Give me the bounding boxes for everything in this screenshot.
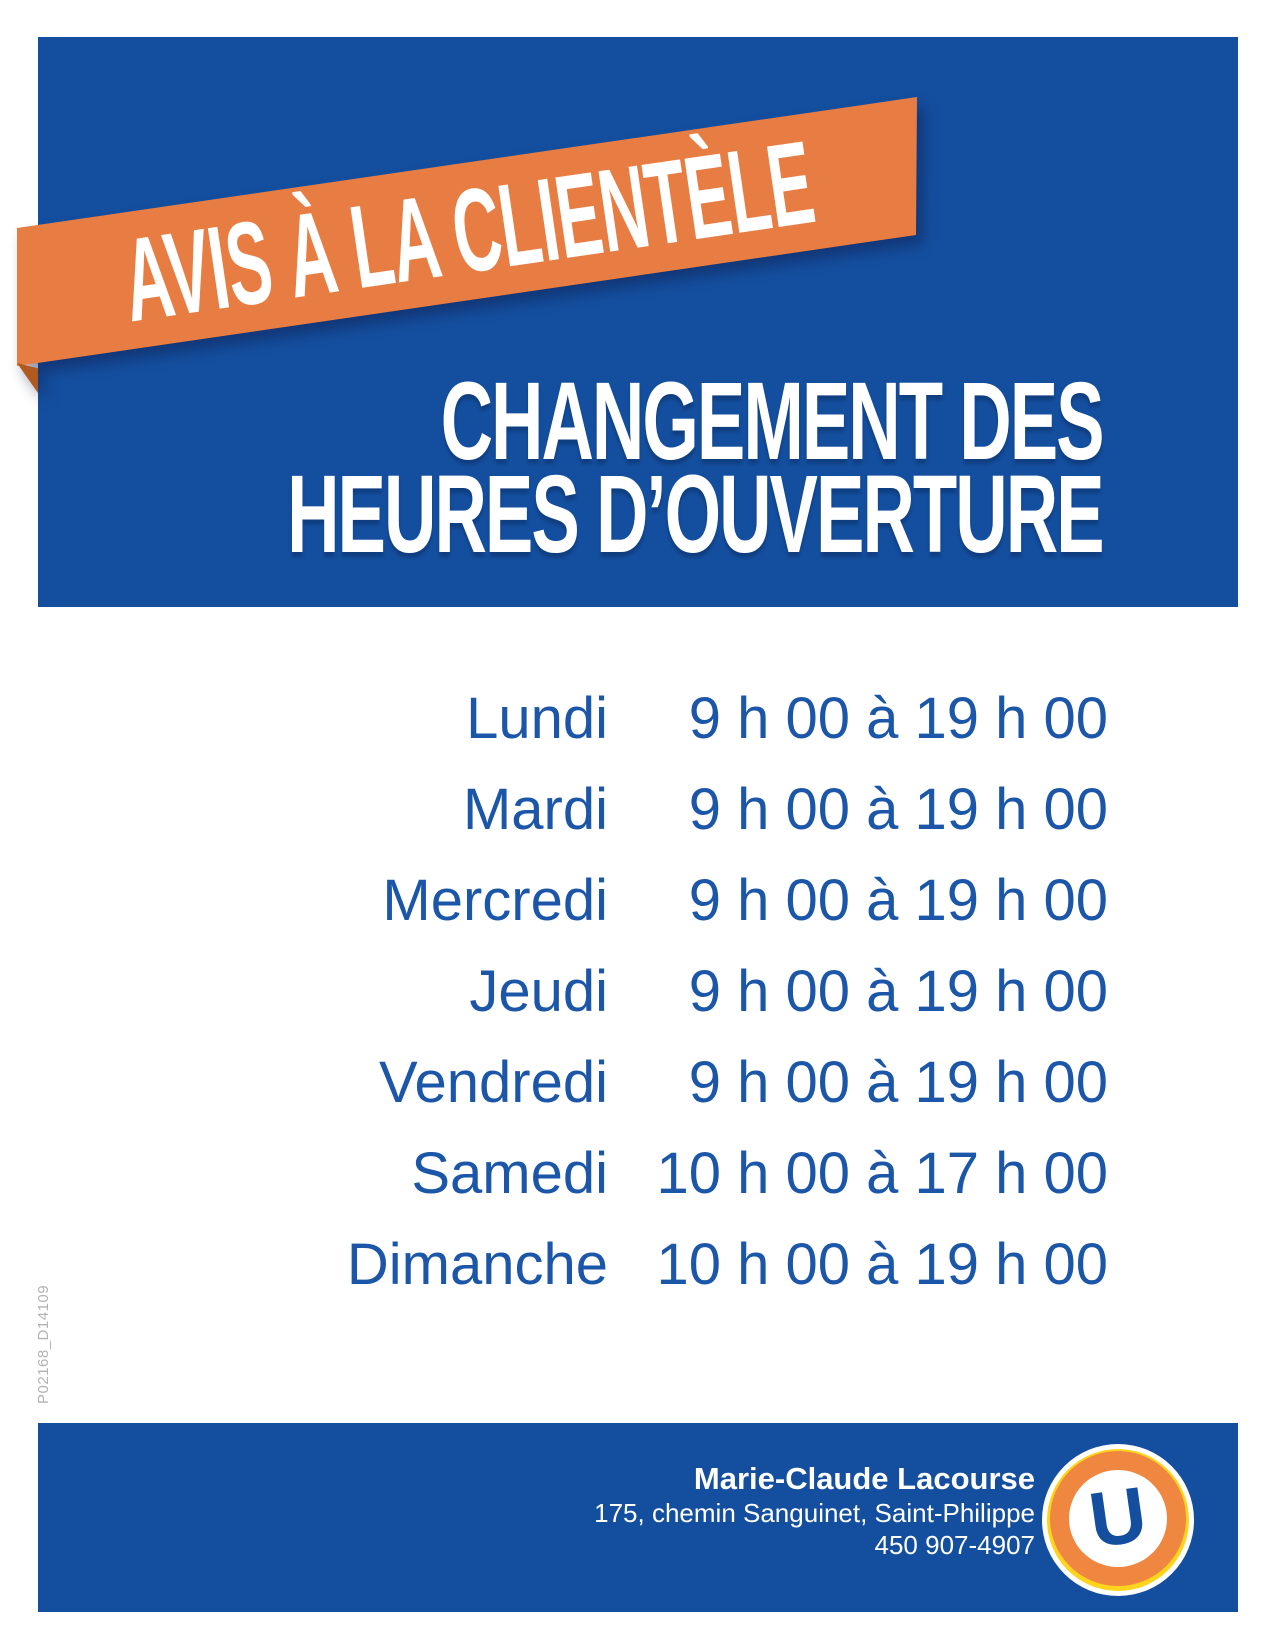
store-logo: U (1042, 1444, 1194, 1596)
schedule-row-saturday: Samedi 10 h 00 à 17 h 00 (38, 1145, 1108, 1203)
schedule-row-monday: Lundi 9 h 00 à 19 h 00 (38, 690, 1108, 748)
hours-value: 9 h 00 à 19 h 00 (688, 777, 1108, 842)
day-label: Mardi (462, 777, 608, 842)
day-label: Lundi (466, 686, 608, 751)
owner-name: Marie-Claude Lacourse (693, 1461, 1035, 1496)
schedule-row-friday: Vendredi 9 h 00 à 19 h 00 (38, 1054, 1108, 1112)
store-phone: 450 907-4907 (874, 1530, 1035, 1560)
opening-hours-list: Lundi 9 h 00 à 19 h 00 Mardi 9 h 00 à 19… (38, 690, 1108, 1327)
hours-value: 9 h 00 à 19 h 00 (688, 686, 1108, 751)
hours-value: 9 h 00 à 19 h 00 (688, 959, 1108, 1024)
day-label: Dimanche (346, 1232, 608, 1297)
day-label: Vendredi (379, 1050, 608, 1115)
ribbon-label: AVIS À LA CLIENTÈLE (114, 116, 821, 348)
schedule-row-thursday: Jeudi 9 h 00 à 19 h 00 (38, 963, 1108, 1021)
logo-inner-circle: U (1069, 1469, 1167, 1567)
hours-value: 10 h 00 à 17 h 00 (656, 1141, 1108, 1206)
schedule-row-tuesday: Mardi 9 h 00 à 19 h 00 (38, 781, 1108, 839)
print-code: P02168_D14109 (35, 1284, 52, 1404)
ribbon-text-line: AVIS À LA CLIENTÈLE (17, 99, 919, 364)
hours-value: 9 h 00 à 19 h 00 (688, 868, 1108, 933)
contact-block: Marie-Claude Lacourse 175, chemin Sangui… (594, 1461, 1035, 1561)
hours-value: 10 h 00 à 19 h 00 (656, 1232, 1108, 1297)
hours-value: 9 h 00 à 19 h 00 (688, 1050, 1108, 1115)
logo-u-letter: U (1083, 1469, 1152, 1565)
footer-bar: Marie-Claude Lacourse 175, chemin Sangui… (38, 1423, 1238, 1612)
day-label: Jeudi (469, 959, 608, 1024)
schedule-row-sunday: Dimanche 10 h 00 à 19 h 00 (38, 1236, 1108, 1294)
schedule-row-wednesday: Mercredi 9 h 00 à 19 h 00 (38, 872, 1108, 930)
store-address: 175, chemin Sanguinet, Saint-Philippe (594, 1498, 1035, 1528)
title-line-1: CHANGEMENT DES (440, 360, 1105, 483)
title-line-2: HEURES D’OUVERTURE (287, 453, 1104, 576)
day-label: Samedi (411, 1141, 608, 1206)
page-title: CHANGEMENT DES HEURES D’OUVERTURE (0, 360, 1105, 576)
notice-ribbon: AVIS À LA CLIENTÈLE (17, 97, 919, 393)
day-label: Mercredi (382, 868, 608, 933)
